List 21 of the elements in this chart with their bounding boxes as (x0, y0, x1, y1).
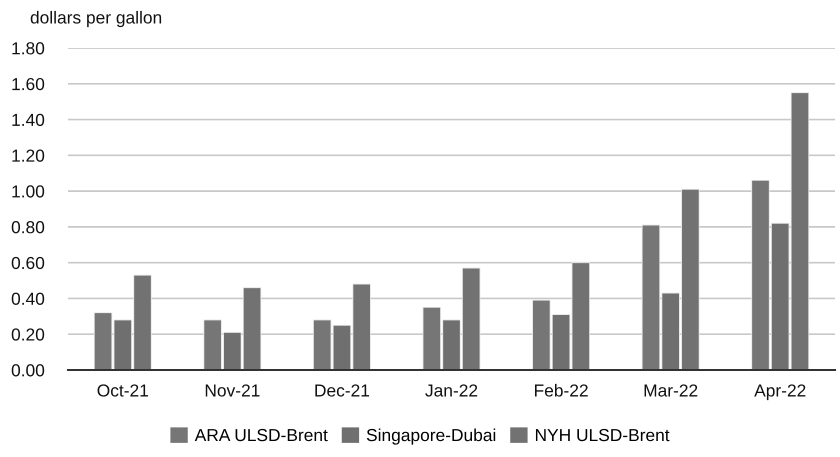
y-tick-label: 1.60 (12, 78, 44, 90)
y-tick-label: 0.40 (12, 292, 44, 305)
y-tick-label: 1.00 (12, 185, 44, 198)
x-tick-label: Jan-22 (425, 384, 478, 397)
x-tick-label: Nov-21 (206, 384, 260, 397)
x-tick-label: Feb-22 (534, 384, 588, 397)
legend-label: NYH ULSD-Brent (536, 428, 670, 442)
y-axis-title: dollars per gallon (30, 10, 162, 28)
y-tick-label: 1.20 (12, 150, 44, 162)
y-tick-label: 0.20 (12, 328, 44, 341)
x-tick-label: Dec-21 (315, 384, 370, 397)
x-tick-label: Oct-21 (98, 384, 148, 397)
y-tick-label: 0.60 (12, 256, 44, 270)
legend-label: Singapore-Dubai (366, 428, 496, 445)
y-tick-label: 1.40 (12, 114, 44, 126)
x-tick-label: Mar-22 (644, 384, 698, 397)
legend-label: ARA ULSD-Brent (194, 428, 328, 442)
x-tick-label: Apr-22 (754, 384, 806, 400)
y-tick-label: 1.80 (12, 42, 44, 54)
y-tick-label: 0.80 (12, 221, 44, 234)
y-tick-label: 0.00 (12, 364, 44, 376)
